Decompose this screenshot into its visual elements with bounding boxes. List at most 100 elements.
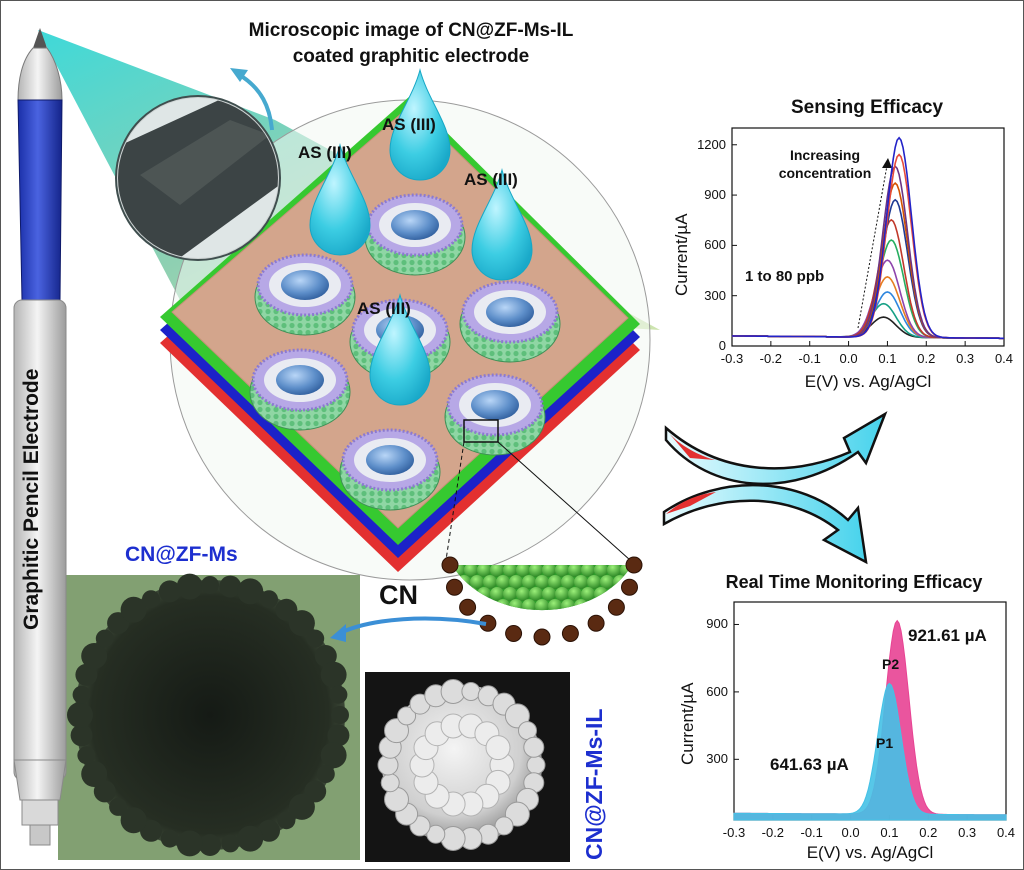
cn-to-tem-arrow bbox=[337, 616, 487, 636]
shell-sphere bbox=[496, 575, 510, 589]
shell-sphere bbox=[483, 599, 497, 611]
shell-sphere bbox=[555, 587, 569, 601]
shell-sphere bbox=[529, 611, 543, 625]
tem-surface-bump bbox=[219, 575, 242, 598]
realtime-xtick-label: 0.0 bbox=[841, 825, 860, 840]
shell-sphere bbox=[581, 587, 595, 601]
shell-sphere bbox=[587, 599, 601, 611]
sensing-xlabel: E(V) vs. Ag/AgCl bbox=[804, 372, 932, 391]
shell-bead bbox=[607, 598, 625, 616]
realtime-title: Real Time Monitoring Efficacy bbox=[725, 572, 983, 592]
shell-sphere bbox=[542, 611, 556, 625]
shell-bead bbox=[459, 598, 477, 616]
shell-sphere bbox=[516, 565, 530, 577]
shell-sphere bbox=[464, 565, 478, 577]
realtime-xtick-label: 0.2 bbox=[919, 825, 938, 840]
sensing-chart-frame bbox=[731, 127, 1005, 347]
shell-sphere bbox=[503, 611, 517, 625]
sensing-xtick-label: 0.1 bbox=[878, 351, 897, 366]
realtime-p1-value: 641.63 µA bbox=[770, 755, 849, 774]
realtime-ytick-label: 900 bbox=[706, 616, 728, 632]
sensing-trend-arrowhead bbox=[882, 158, 892, 168]
tem-surface-bump bbox=[237, 825, 264, 852]
shell-sphere bbox=[555, 565, 569, 577]
tem-surface-bump bbox=[201, 576, 219, 594]
analyte-label-3: AS (III) bbox=[464, 170, 518, 189]
shell-sphere bbox=[568, 587, 582, 601]
tem-surface-bump bbox=[327, 724, 350, 747]
sensing-ytick-label: 900 bbox=[704, 187, 726, 203]
tem-label: CN@ZF-Ms bbox=[125, 543, 238, 566]
sensing-range-label: 1 to 80 ppb bbox=[745, 268, 825, 285]
sensing-ylabel: Current/µA bbox=[672, 213, 691, 296]
sem-surface-bump bbox=[461, 682, 481, 701]
cn-shell-zoom bbox=[441, 556, 643, 646]
shell-sphere bbox=[594, 565, 608, 577]
shell-bead bbox=[505, 625, 523, 642]
tem-surface-bump bbox=[288, 793, 315, 820]
realtime-xtick-label: -0.2 bbox=[761, 825, 785, 840]
cn-label: CN bbox=[379, 580, 418, 610]
inset-pointer-arrowhead bbox=[230, 68, 248, 82]
tem-surface-bump bbox=[142, 590, 160, 609]
sensing-annotation-line1: Increasing bbox=[789, 147, 861, 163]
shell-sphere bbox=[542, 587, 556, 601]
tem-surface-bump bbox=[109, 797, 128, 816]
arsenic-drop bbox=[389, 68, 451, 181]
sem-image bbox=[365, 672, 570, 862]
process-arrow-lower bbox=[662, 483, 868, 565]
shell-bead bbox=[441, 556, 459, 574]
realtime-ytick-label: 300 bbox=[706, 751, 728, 767]
zoom-box bbox=[463, 419, 499, 443]
tem-surface-bump bbox=[176, 573, 203, 600]
shell-sphere bbox=[548, 599, 562, 611]
shell-sphere bbox=[581, 565, 595, 577]
tem-surface-bump bbox=[237, 578, 264, 605]
process-arrow-upper bbox=[664, 411, 888, 486]
realtime-xtick-label: 0.4 bbox=[996, 825, 1016, 840]
tem-surface-bump bbox=[77, 746, 96, 765]
realtime-xtick-label: -0.1 bbox=[800, 825, 823, 840]
tem-surface-bump bbox=[320, 742, 347, 769]
tem-surface-bump bbox=[75, 663, 98, 686]
nanoparticle bbox=[249, 348, 351, 431]
pencil-label: Graphitic Pencil Electrode bbox=[20, 368, 43, 630]
sensing-xtick-label: -0.2 bbox=[759, 351, 783, 366]
realtime-xlabel: E(V) vs. Ag/AgCl bbox=[806, 843, 934, 862]
shell-sphere bbox=[607, 565, 621, 577]
shell-sphere bbox=[470, 575, 484, 589]
tem-surface-bump bbox=[72, 685, 91, 704]
shell-sphere bbox=[600, 575, 614, 589]
microscope-inset bbox=[115, 95, 281, 261]
shell-sphere bbox=[490, 587, 504, 601]
nanoparticle bbox=[254, 253, 356, 336]
nanoparticle bbox=[444, 373, 546, 456]
nanoparticle-core bbox=[276, 365, 324, 395]
shell-sphere bbox=[516, 611, 530, 625]
shell-sphere bbox=[464, 587, 478, 601]
tem-surface-bump bbox=[120, 596, 147, 623]
tem-surface-bump bbox=[176, 830, 203, 857]
shell-sphere bbox=[477, 587, 491, 601]
shell-sphere bbox=[522, 599, 536, 611]
tem-surface-bump bbox=[120, 807, 147, 834]
shell-sphere bbox=[496, 599, 510, 611]
shell-sphere bbox=[509, 599, 523, 611]
sensing-title: Sensing Efficacy bbox=[790, 97, 944, 118]
sem-surface-bump bbox=[380, 773, 400, 793]
micro-title: Microscopic image of CN@ZF-Ms-IL coated … bbox=[196, 18, 626, 70]
sem-surface-bump bbox=[494, 816, 514, 836]
tem-surface-bump bbox=[306, 629, 325, 648]
sem-surface-bump bbox=[440, 826, 466, 851]
inset-pointer-arrow bbox=[236, 72, 274, 131]
shell-sphere bbox=[535, 599, 549, 611]
tem-surface-bump bbox=[258, 819, 280, 842]
tem-surface-bump bbox=[331, 706, 349, 724]
nanoparticle-core bbox=[486, 297, 534, 327]
sem-surface-bump bbox=[504, 703, 530, 729]
drop-group bbox=[309, 68, 533, 406]
analyte-label-2: AS (III) bbox=[382, 115, 436, 134]
sensing-xtick-label: 0.0 bbox=[839, 351, 858, 366]
shell-sphere bbox=[561, 575, 575, 589]
shell-bead bbox=[561, 625, 579, 642]
